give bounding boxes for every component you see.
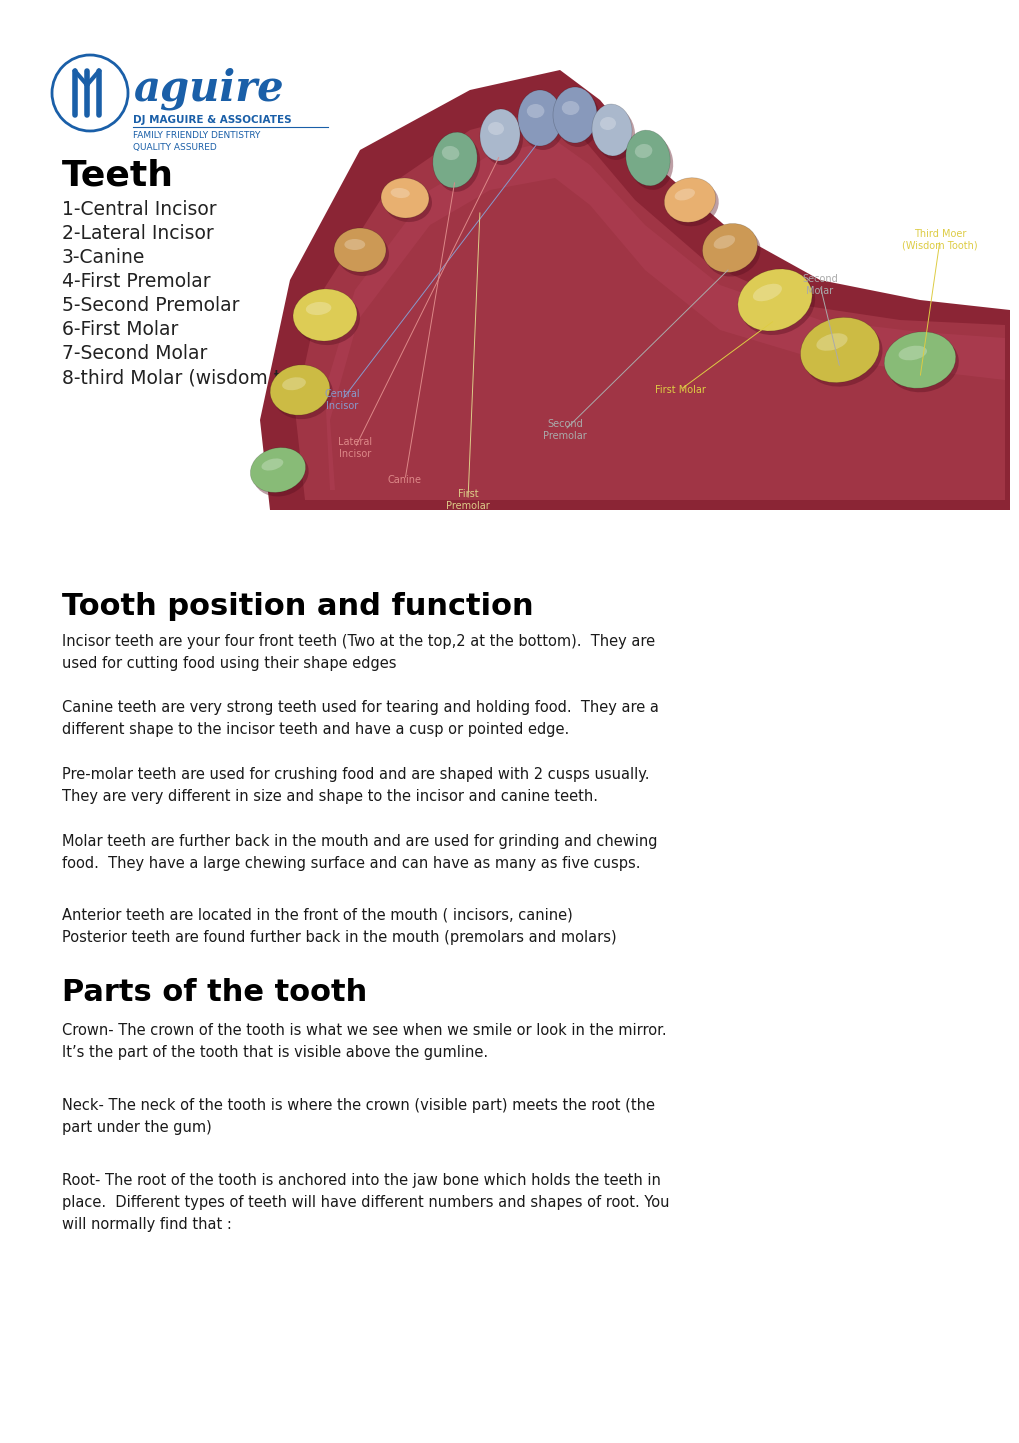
Text: First Molar: First Molar <box>654 385 705 395</box>
Ellipse shape <box>599 117 615 130</box>
Ellipse shape <box>883 332 955 388</box>
Text: Pre-molar teeth are used for crushing food and are shaped with 2 cusps usually.
: Pre-molar teeth are used for crushing fo… <box>62 768 649 804</box>
Ellipse shape <box>296 293 360 345</box>
Ellipse shape <box>591 104 632 156</box>
Text: DJ MAGUIRE & ASSOCIATES: DJ MAGUIRE & ASSOCIATES <box>132 115 291 126</box>
Text: 8-third Molar (wisdom tooth): 8-third Molar (wisdom tooth) <box>62 368 330 387</box>
Text: First
Premolar: First Premolar <box>445 489 489 511</box>
Text: Lateral
Incisor: Lateral Incisor <box>337 437 372 459</box>
Text: Root- The root of the tooth is anchored into the jaw bone which holds the teeth : Root- The root of the tooth is anchored … <box>62 1173 668 1232</box>
Ellipse shape <box>390 188 410 198</box>
Text: 4-First Premolar: 4-First Premolar <box>62 271 210 291</box>
Ellipse shape <box>663 177 715 222</box>
Text: QUALITY ASSURED: QUALITY ASSURED <box>132 143 217 152</box>
Text: Teeth: Teeth <box>62 157 174 192</box>
Ellipse shape <box>594 108 635 160</box>
Ellipse shape <box>898 346 926 361</box>
Text: Molar teeth are further back in the mouth and are used for grinding and chewing
: Molar teeth are further back in the mout… <box>62 834 657 872</box>
Polygon shape <box>294 110 1004 501</box>
Text: Third Moеr
(Wisdom Tooth): Third Moеr (Wisdom Tooth) <box>901 229 977 251</box>
Ellipse shape <box>552 87 596 143</box>
Text: Second
Premolar: Second Premolar <box>542 420 586 440</box>
Ellipse shape <box>666 182 718 227</box>
Text: Tooth position and function: Tooth position and function <box>62 592 533 620</box>
Ellipse shape <box>626 130 669 186</box>
Ellipse shape <box>526 104 544 118</box>
Text: Central
Incisor: Central Incisor <box>324 390 360 411</box>
Text: Neck- The neck of the tooth is where the crown (visible part) meets the root (th: Neck- The neck of the tooth is where the… <box>62 1098 654 1136</box>
Ellipse shape <box>381 177 429 218</box>
Ellipse shape <box>740 273 814 335</box>
Ellipse shape <box>487 123 503 136</box>
Ellipse shape <box>270 365 329 416</box>
Ellipse shape <box>344 240 365 250</box>
Ellipse shape <box>383 182 432 222</box>
Ellipse shape <box>555 91 599 147</box>
Text: Anterior teeth are located in the front of the mouth ( incisors, canine)
Posteri: Anterior teeth are located in the front … <box>62 908 616 945</box>
Polygon shape <box>260 71 1009 509</box>
Ellipse shape <box>292 289 357 341</box>
Ellipse shape <box>250 447 306 492</box>
Ellipse shape <box>705 228 760 277</box>
Text: Incisor teeth are your four front teeth (Two at the top,2 at the bottom).  They : Incisor teeth are your four front teeth … <box>62 633 654 671</box>
Ellipse shape <box>803 322 881 387</box>
Ellipse shape <box>737 268 811 330</box>
Ellipse shape <box>561 101 579 115</box>
Text: Canine teeth are very strong teeth used for tearing and holding food.  They are : Canine teeth are very strong teeth used … <box>62 700 658 737</box>
Text: FAMILY FRIENDLY DENTISTRY: FAMILY FRIENDLY DENTISTRY <box>132 131 260 140</box>
Ellipse shape <box>674 189 694 201</box>
Ellipse shape <box>432 133 477 188</box>
Ellipse shape <box>628 134 673 190</box>
Text: 1-Central Incisor: 1-Central Incisor <box>62 201 216 219</box>
Text: 5-Second Premolar: 5-Second Premolar <box>62 296 239 315</box>
Ellipse shape <box>253 452 309 496</box>
Ellipse shape <box>333 228 385 271</box>
Text: 6-First Molar: 6-First Molar <box>62 320 178 339</box>
Ellipse shape <box>752 284 782 302</box>
Text: 3-Canine: 3-Canine <box>62 248 146 267</box>
Ellipse shape <box>800 317 878 382</box>
Text: 2-Lateral Incisor: 2-Lateral Incisor <box>62 224 214 242</box>
Text: Canine: Canine <box>387 475 422 485</box>
Ellipse shape <box>702 224 757 273</box>
Ellipse shape <box>435 136 480 192</box>
Ellipse shape <box>480 110 520 162</box>
Ellipse shape <box>336 232 388 276</box>
Ellipse shape <box>282 377 306 390</box>
Ellipse shape <box>887 336 958 392</box>
Text: Second
Molar: Second Molar <box>801 274 837 296</box>
Ellipse shape <box>441 146 459 160</box>
Ellipse shape <box>521 94 565 150</box>
Ellipse shape <box>634 144 652 159</box>
Text: aguire: aguire <box>132 68 283 110</box>
Ellipse shape <box>261 459 283 470</box>
Text: Crown- The crown of the tooth is what we see when we smile or look in the mirror: Crown- The crown of the tooth is what we… <box>62 1023 666 1061</box>
Polygon shape <box>325 140 1004 491</box>
Ellipse shape <box>518 89 561 146</box>
Ellipse shape <box>815 333 847 351</box>
Ellipse shape <box>713 235 735 248</box>
Ellipse shape <box>273 369 332 418</box>
Text: Parts of the tooth: Parts of the tooth <box>62 978 367 1007</box>
Text: 7-Second Molar: 7-Second Molar <box>62 343 207 364</box>
Ellipse shape <box>306 302 331 315</box>
Ellipse shape <box>482 113 523 165</box>
